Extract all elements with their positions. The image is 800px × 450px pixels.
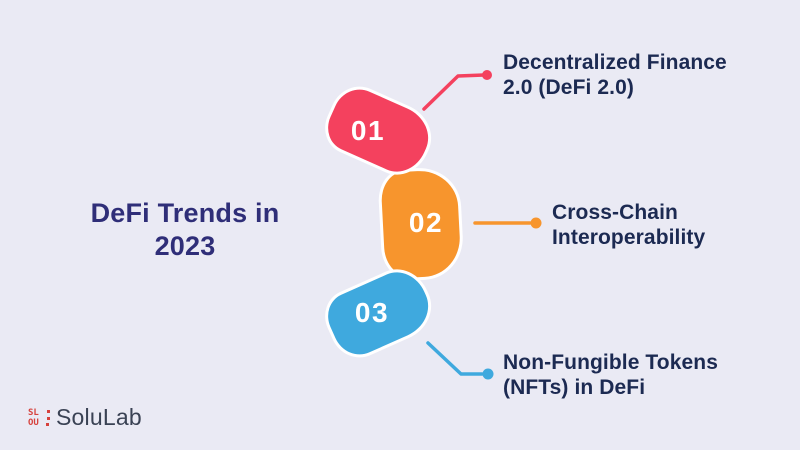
step-number-1: 01 <box>350 115 386 146</box>
item-label-cross-chain: Cross-Chain Interoperability <box>552 201 706 249</box>
connector-dot-2 <box>530 217 542 229</box>
logo-icon-row-top: SL <box>28 408 39 418</box>
item-label-defi-2-0: Decentralized Finance 2.0 (DeFi 2.0) <box>503 51 727 99</box>
solulab-logo-icon: SL OU <box>28 406 51 429</box>
connector-dot-3 <box>482 368 494 380</box>
solulab-logo: SL OU SoluLab <box>28 404 142 431</box>
logo-icon-row-bottom: OU <box>28 418 39 428</box>
connector-line-3 <box>426 341 484 376</box>
solulab-logo-text: SoluLab <box>56 404 142 430</box>
connector-dot-1 <box>482 70 492 80</box>
item-label-nfts: Non-Fungible Tokens (NFTs) in DeFi <box>503 351 718 399</box>
page-title: DeFi Trends in 2023 <box>90 198 280 261</box>
connector-line-1 <box>422 73 486 111</box>
step-number-2: 02 <box>408 207 444 238</box>
step-number-3: 03 <box>354 297 390 328</box>
